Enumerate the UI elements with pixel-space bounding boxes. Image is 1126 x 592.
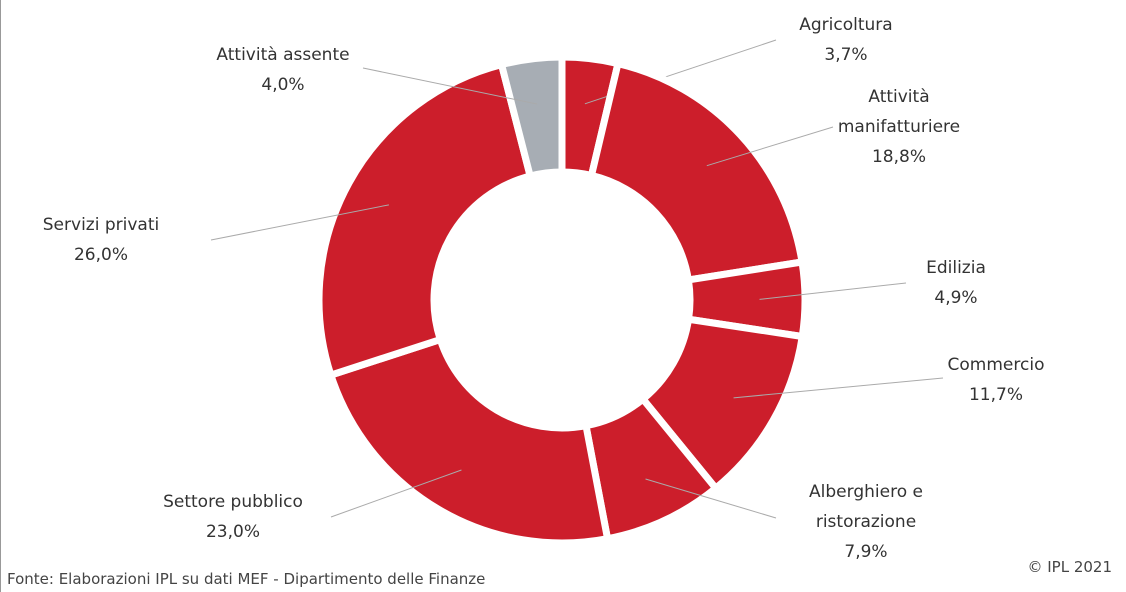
slice-label: Attività assente 4,0% <box>183 40 383 100</box>
value-label: 4,0% <box>261 75 305 95</box>
category-label: Settore pubblico <box>163 492 303 512</box>
slice-label: Settore pubblico 23,0% <box>133 487 333 547</box>
value-label: 4,9% <box>934 288 978 308</box>
leader-line <box>706 126 834 167</box>
slice-label: Attività manifatturiere 18,8% <box>824 82 974 172</box>
value-label: 23,0% <box>205 522 260 542</box>
category-label: Edilizia <box>926 258 986 278</box>
value-label: 11,7% <box>968 385 1023 405</box>
slice-label: Edilizia 4,9% <box>856 253 1056 313</box>
category-label: Attività manifatturiere <box>837 87 961 137</box>
leader-line <box>759 282 907 300</box>
value-label: 18,8% <box>871 147 926 167</box>
slice-label: Alberghiero e ristorazione 7,9% <box>791 477 941 567</box>
category-label: Agricoltura <box>799 15 893 35</box>
leader-line <box>733 377 944 399</box>
value-label: 26,0% <box>73 245 128 265</box>
slice-label: Servizi privati 26,0% <box>1 210 201 270</box>
source: Fonte: Elaborazioni IPL su dati MEF - Di… <box>7 570 486 588</box>
leader-line <box>210 204 390 241</box>
slice-label: Agricoltura 3,7% <box>746 10 946 70</box>
value-label: 3,7% <box>824 45 868 65</box>
slice-label: Commercio 11,7% <box>896 350 1096 410</box>
category-label: Servizi privati <box>42 215 160 235</box>
copyright: © IPL 2021 <box>1027 558 1112 576</box>
slice <box>315 60 535 380</box>
leader-line <box>645 478 777 519</box>
leader-line <box>362 67 538 105</box>
leader-line <box>330 469 462 518</box>
category-label: Attività assente <box>216 45 350 65</box>
slice <box>497 53 566 181</box>
slice <box>587 59 807 284</box>
slice <box>326 335 612 547</box>
value-label: 7,9% <box>844 542 888 562</box>
category-label: Alberghiero e ristorazione <box>809 482 923 532</box>
category-label: Commercio <box>947 355 1045 375</box>
